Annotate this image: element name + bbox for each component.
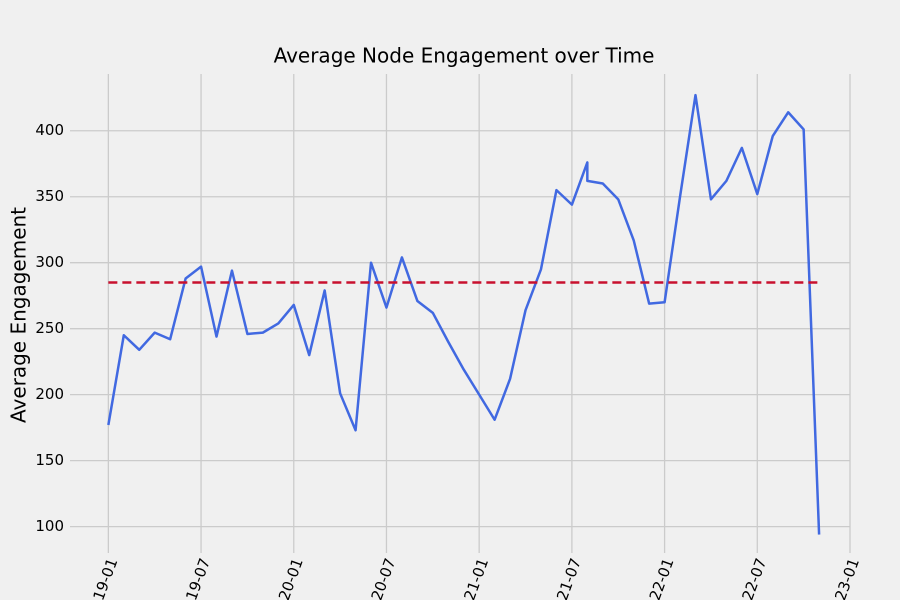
grid (70, 74, 851, 553)
y-tick-label: 350 (35, 187, 64, 205)
y-axis-label: Average Engagement (7, 207, 31, 423)
plot-area (107, 93, 821, 535)
y-tick-label: 100 (35, 517, 64, 535)
y-tick-label: 150 (35, 451, 64, 469)
x-tick-label: 2020-01 (268, 556, 306, 600)
y-tick-label: 400 (35, 121, 64, 139)
x-tick-label: 2022-01 (639, 556, 677, 600)
y-tick-label: 250 (35, 319, 64, 337)
x-tick-label: 2019-01 (83, 556, 121, 600)
x-tick-label: 2023-01 (825, 556, 863, 600)
y-tick-label: 300 (35, 253, 64, 271)
y-tick-label: 200 (35, 385, 64, 403)
x-tick-label: 2020-07 (361, 556, 399, 600)
x-tick-label: 2022-07 (732, 556, 770, 600)
chart-title: Average Node Engagement over Time (274, 44, 655, 68)
data-line (107, 93, 821, 535)
x-tick-label: 2019-07 (176, 556, 214, 600)
x-tick-label: 2021-07 (547, 556, 585, 600)
x-tick-label: 2021-01 (454, 556, 492, 600)
